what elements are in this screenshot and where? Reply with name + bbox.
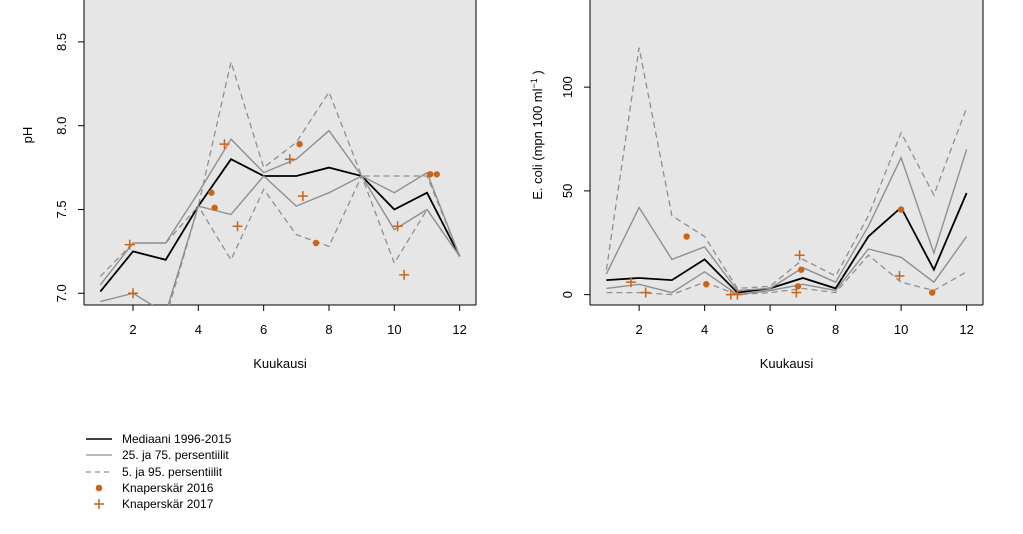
series-q-line-1 bbox=[605, 149, 968, 292]
point-2016-0 bbox=[208, 189, 215, 196]
x-axis-label: Kuukausi bbox=[760, 356, 814, 371]
x-axis-label: Kuukausi bbox=[253, 356, 307, 371]
legend-symbol-quartiles bbox=[84, 448, 114, 462]
legend-label-2016: Knaperskär 2016 bbox=[122, 481, 214, 496]
y-tick-label-3: 8.5 bbox=[54, 33, 69, 51]
point-2017-1 bbox=[128, 288, 138, 299]
series-p-line-4 bbox=[606, 254, 967, 296]
x-tick-label-12: 12 bbox=[959, 322, 973, 337]
point-2017-7 bbox=[399, 269, 410, 280]
point-2016-3 bbox=[312, 239, 320, 247]
point-2016-2 bbox=[296, 140, 303, 148]
point-2017-6 bbox=[894, 270, 905, 281]
y-tick-label-0: 0 bbox=[560, 291, 575, 298]
x-tick-label-2: 2 bbox=[129, 322, 136, 337]
plot-background bbox=[590, 0, 983, 305]
point-2017-0 bbox=[625, 277, 636, 288]
point-2016-0 bbox=[683, 233, 690, 240]
legend-label-quartiles: 25. ja 75. persentiilit bbox=[122, 448, 229, 463]
x-tick-label-10: 10 bbox=[894, 322, 908, 337]
y-axis-label: pH bbox=[20, 127, 35, 144]
point-2016-3 bbox=[798, 266, 805, 273]
point-2016-1 bbox=[703, 281, 710, 288]
plot-area bbox=[99, 59, 461, 305]
point-2017-6 bbox=[392, 221, 403, 232]
y-tick-label-2: 8.0 bbox=[54, 117, 69, 135]
legend-item-quartiles: 25. ja 75. persentiilit bbox=[84, 447, 231, 463]
series-q-line-2 bbox=[606, 236, 968, 296]
legend-symbol-2017 bbox=[84, 497, 114, 511]
chart-panel-1: 2 4 6 8 10 12 7.0 7.5 8.0 8.5 Kuukausi pH bbox=[20, 0, 477, 371]
legend-label-percentiles: 5. ja 95. persentiilit bbox=[122, 464, 223, 479]
point-2017-0 bbox=[124, 239, 135, 250]
plot-area bbox=[605, 47, 968, 300]
legend-symbol-median bbox=[84, 432, 114, 446]
x-tick-label-6: 6 bbox=[767, 322, 774, 337]
point-2016-4 bbox=[427, 171, 434, 178]
legend-symbol-percentiles bbox=[84, 465, 114, 479]
legend-item-2017: Knaperskär 2017 bbox=[84, 496, 231, 512]
y-tick-label-0: 7.0 bbox=[54, 284, 69, 302]
point-2017-2 bbox=[219, 139, 230, 150]
legend-label-median: Mediaani 1996-2015 bbox=[122, 432, 232, 447]
x-tick-label-8: 8 bbox=[832, 322, 839, 337]
y-tick-label-1: 7.5 bbox=[54, 200, 69, 218]
point-2016-5 bbox=[929, 289, 936, 296]
series-median-line-0 bbox=[606, 192, 968, 294]
y-tick-label-2: 100 bbox=[560, 76, 575, 98]
x-tick-label-2: 2 bbox=[636, 322, 643, 337]
point-2016-5 bbox=[433, 171, 440, 178]
series-median-line-0 bbox=[99, 158, 461, 293]
point-2016-4 bbox=[897, 206, 905, 213]
legend: Mediaani 1996-2015 25. ja 75. persentiil… bbox=[84, 431, 231, 512]
y-tick-label-1: 50 bbox=[560, 184, 575, 198]
point-2017-3 bbox=[232, 221, 243, 232]
legend-symbol-2016 bbox=[84, 481, 114, 495]
x-tick-label-8: 8 bbox=[325, 322, 332, 337]
plot-background bbox=[84, 0, 476, 305]
point-2017-1 bbox=[640, 287, 651, 298]
x-tick-label-4: 4 bbox=[195, 322, 202, 337]
x-tick-label-10: 10 bbox=[387, 322, 401, 337]
point-2017-3 bbox=[732, 289, 743, 300]
legend-item-2016: Knaperskär 2016 bbox=[84, 480, 231, 496]
series-p-line-4 bbox=[168, 174, 461, 305]
x-tick-label-4: 4 bbox=[701, 322, 708, 337]
point-2017-5 bbox=[794, 250, 805, 261]
legend-item-median: Mediaani 1996-2015 bbox=[84, 431, 231, 447]
legend-item-percentiles: 5. ja 95. persentiilit bbox=[84, 464, 231, 480]
point-2017-4 bbox=[791, 287, 802, 298]
series-p-line-3 bbox=[99, 59, 461, 277]
point-2016-1 bbox=[211, 204, 218, 212]
point-2017-4 bbox=[284, 154, 295, 165]
point-2017-5 bbox=[297, 191, 308, 202]
y-axis-label: E. coli (mpn 100 ml−1 ) bbox=[529, 70, 545, 199]
chart-panel-2: 2 4 6 8 10 12 0 50 100 Kuukausi E. coli (mpn 100 m… bbox=[529, 0, 984, 371]
x-tick-label-12: 12 bbox=[452, 322, 466, 337]
legend-label-2017: Knaperskär 2017 bbox=[122, 497, 214, 512]
x-tick-label-6: 6 bbox=[260, 322, 267, 337]
